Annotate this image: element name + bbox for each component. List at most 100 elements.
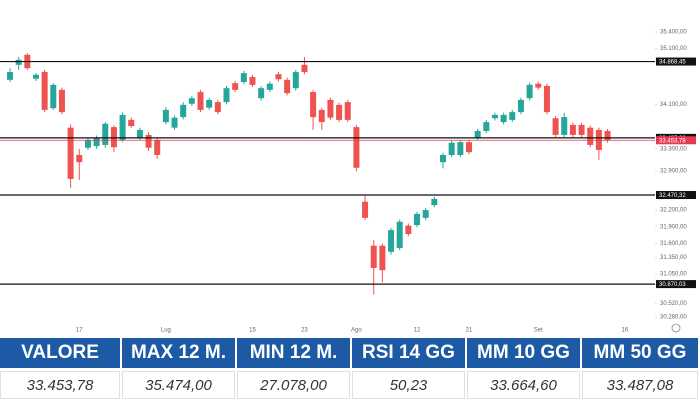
y-tick-label: 31.900,00 [660, 224, 687, 230]
x-tick-label: 15 [249, 328, 256, 334]
y-tick-label: 30.520,00 [660, 301, 687, 307]
candle-body [301, 64, 308, 73]
y-tick-label: 31.350,00 [660, 255, 687, 261]
candle-body [310, 92, 317, 118]
candle-body [32, 74, 39, 79]
level-label: 32.470,32 [659, 193, 686, 199]
candle-body [474, 131, 481, 138]
candle-body [102, 123, 109, 145]
candle-body [136, 129, 143, 138]
level-label: 34.868,45 [659, 60, 686, 66]
table-value: 50,23 [352, 371, 465, 399]
candle-body [431, 198, 438, 206]
candle-body [128, 119, 135, 127]
table-header: MIN 12 M. [237, 338, 350, 368]
table-header: MAX 12 M. [122, 338, 235, 368]
candle-body [266, 83, 273, 90]
candle-body [110, 127, 117, 148]
x-tick-label: Lug [161, 328, 171, 334]
y-tick-label: 32.200,00 [660, 208, 687, 214]
table-header: RSI 14 GG [352, 338, 465, 368]
candle-body [232, 83, 239, 90]
candle-body [58, 89, 65, 113]
candle-body [197, 92, 204, 110]
candle-body [422, 210, 429, 218]
level-box [656, 280, 696, 289]
x-tick-label: Ago [351, 328, 362, 334]
table-value: 35.474,00 [122, 371, 235, 399]
candle-body [543, 85, 550, 113]
candle-body [327, 99, 334, 118]
candle-body [223, 88, 230, 103]
candle-body [491, 114, 498, 119]
candle-body [569, 124, 576, 135]
candle-body [145, 134, 152, 148]
candle-body [353, 127, 360, 168]
candle-body [370, 245, 377, 268]
table-header: MM 10 GG [467, 338, 580, 368]
candle-body [249, 77, 256, 85]
candle-body [561, 117, 568, 135]
candle-body [284, 79, 291, 94]
candle-body [93, 137, 100, 147]
candle-body [405, 225, 412, 235]
x-tick-label: 23 [301, 328, 308, 334]
y-tick-label: 31.050,00 [660, 272, 687, 278]
candle-body [275, 74, 282, 80]
y-tick-label: 35.400,00 [660, 30, 687, 36]
x-tick-label: 21 [466, 328, 473, 334]
candle-body [509, 112, 516, 120]
level-label: 33.453,78 [659, 138, 686, 144]
y-tick-label: 32.900,00 [660, 169, 687, 175]
candle-body [336, 104, 343, 120]
settings-icon[interactable] [671, 323, 681, 333]
candle-body [214, 102, 221, 113]
table-value: 27.078,00 [237, 371, 350, 399]
level-label: 30.870,03 [659, 282, 686, 288]
candle-body [67, 127, 74, 179]
candle-body [344, 102, 351, 120]
candle-body [206, 99, 213, 108]
candle-body [440, 154, 446, 163]
candle-body [362, 201, 369, 218]
x-tick-label: 16 [622, 328, 629, 334]
candle-body [318, 109, 325, 123]
table-header: VALORE [0, 338, 120, 368]
table-header: MM 50 GG [582, 338, 698, 368]
table-value: 33.487,08 [582, 371, 698, 399]
chart: 35.400,00 35.100,00 34.100,00 33.300,00 32.9… [0, 30, 696, 334]
candle-body [258, 88, 265, 99]
y-tick-label: 30.280,00 [660, 315, 687, 321]
candle-body [535, 83, 542, 88]
candle-body [500, 114, 507, 123]
table-value: 33.453,78 [0, 371, 120, 399]
candle-body [7, 72, 13, 80]
x-tick-label: 12 [414, 328, 421, 334]
candle-body [84, 139, 91, 148]
candle-body [552, 118, 559, 135]
candle-body [188, 98, 195, 104]
candle-body [240, 73, 247, 83]
stats-table: VALORE MAX 12 M. MIN 12 M. RSI 14 GG MM 10 G… [0, 338, 700, 400]
candle-body [388, 230, 395, 252]
candle-body [162, 109, 169, 123]
candle-body [76, 154, 83, 163]
candle-body [41, 72, 48, 110]
candle-body [457, 142, 464, 155]
candle-body [587, 127, 594, 145]
candle-body [180, 104, 187, 118]
candle-body [15, 59, 22, 65]
y-tick-label: 33.300,00 [660, 146, 687, 152]
candle-body [119, 114, 126, 140]
candle-body [465, 142, 472, 153]
candle-body [396, 221, 403, 248]
y-tick-label: 35.100,00 [660, 46, 687, 52]
level-box [656, 57, 696, 66]
x-tick-label: 17 [76, 328, 83, 334]
candle-body [292, 72, 299, 89]
candle-body [578, 124, 585, 135]
candle-body [448, 142, 455, 155]
candle-body [414, 213, 421, 226]
candle-body [171, 117, 178, 128]
